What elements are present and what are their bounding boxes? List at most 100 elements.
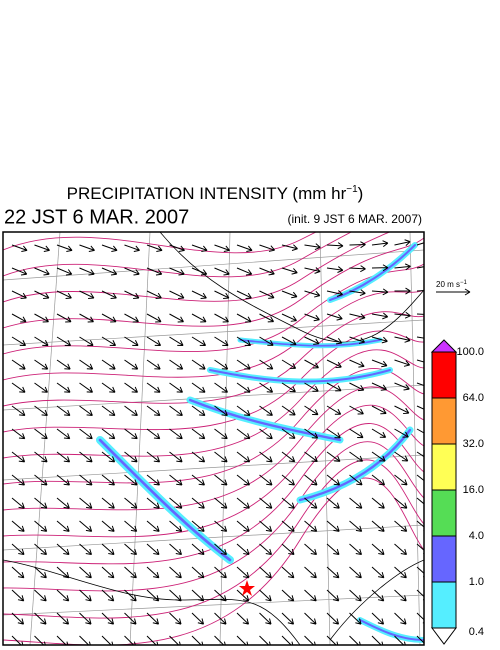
wind-vector: [326, 313, 343, 321]
wind-vector: [34, 589, 47, 602]
wind-vector: [394, 474, 408, 486]
wind-vector: [191, 290, 207, 299]
contour: [3, 404, 424, 538]
wind-vector: [56, 428, 71, 440]
wind-vector: [416, 313, 424, 315]
contour: [3, 232, 391, 303]
wind-vector: [304, 520, 318, 532]
wind-vector: [281, 290, 298, 299]
wind-vector: [34, 336, 49, 346]
wind-vector: [146, 405, 161, 416]
wind-vector: [349, 451, 363, 462]
wind-vector: [349, 612, 362, 625]
wind-vector: [124, 543, 137, 556]
wind-vector: [326, 520, 340, 532]
wind-vector: [281, 451, 296, 463]
wind-vector: [56, 520, 70, 532]
wind-vector: [214, 451, 228, 463]
wind-vector: [416, 405, 424, 410]
wind-vector: [349, 474, 363, 486]
wind-vector: [146, 612, 160, 625]
wind-vector: [169, 290, 185, 299]
wind-vector: [416, 382, 424, 387]
wind-vector: [236, 313, 252, 323]
wind-vector: [259, 267, 275, 276]
wind-vector: [146, 359, 161, 370]
wind-vector: [304, 290, 321, 298]
wind-vector: [326, 405, 342, 415]
wind-vector: [56, 267, 73, 276]
wind-vector: [146, 428, 161, 440]
wind-vector: [214, 382, 228, 393]
wind-vector: [56, 336, 72, 346]
wind-vector: [394, 311, 411, 319]
wind-vector: [236, 566, 250, 579]
wind-vector: [79, 520, 93, 532]
wind-vector: [236, 612, 250, 625]
wind-vector: [191, 359, 206, 370]
wind-vector: [326, 382, 342, 392]
wind-vector: [34, 382, 48, 393]
wind-vector: [349, 241, 366, 249]
wind-vector: [56, 543, 70, 556]
wind-vector: [394, 336, 411, 343]
wind-vector: [371, 240, 389, 248]
wind-vector: [416, 359, 424, 363]
wind-vector: [236, 451, 251, 463]
wind-vector: [259, 244, 276, 252]
wind-vector: [281, 474, 295, 486]
contour: [3, 477, 424, 645]
wind-vector: [56, 497, 70, 509]
wind-vector: [349, 405, 364, 415]
wind-vector: [146, 313, 162, 323]
wind-vector: [146, 497, 160, 509]
wind-vector: [214, 520, 228, 532]
map: [3, 232, 424, 645]
colorbar-segment: [431, 489, 457, 537]
init-time: (init. 9 JST 6 MAR. 2007): [288, 212, 423, 226]
wind-vector: [191, 520, 205, 532]
wind-vector: [259, 451, 273, 463]
wind-vector: [191, 336, 207, 346]
wind-vector: [236, 520, 250, 532]
wind-vector: [11, 359, 26, 370]
wind-vector: [101, 474, 115, 486]
wind-vector: [146, 244, 163, 253]
wind-vector: [169, 474, 183, 486]
wind-vector: [326, 612, 340, 625]
wind-vector: [281, 244, 298, 251]
wind-vector: [101, 520, 115, 532]
wind-vector: [349, 382, 365, 392]
colorbar-segment: [431, 535, 457, 583]
wind-vector: [214, 359, 229, 370]
colorbar-label: 32.0: [463, 438, 484, 450]
wind-vector: [371, 589, 385, 602]
wind-vector: [11, 520, 25, 532]
wind-vector: [11, 382, 26, 393]
wind-vector: [34, 244, 50, 253]
wind-vector: [236, 405, 251, 416]
wind-vector: [326, 543, 340, 556]
precip-light: [296, 426, 414, 504]
wind-vector: [214, 267, 230, 276]
wind-vector: [326, 497, 340, 509]
wind-vector: [371, 405, 387, 415]
wind-vector: [371, 497, 385, 509]
wind-vector: [304, 405, 319, 416]
wind-vector: [191, 313, 207, 323]
location-star: [239, 580, 255, 596]
wind-vector: [34, 313, 49, 323]
wind-vector: [56, 359, 71, 370]
wind-vector: [281, 589, 295, 602]
wind-vector: [371, 451, 386, 462]
wind-vector: [281, 612, 295, 625]
wind-vector: [56, 405, 71, 416]
precip-moderate: [209, 369, 391, 383]
wind-vector: [101, 313, 117, 323]
wind-vector: [281, 566, 295, 579]
wind-vector: [79, 474, 93, 486]
wind-vector: [124, 612, 137, 625]
wind-vector: [214, 336, 229, 346]
wind-vector: [101, 359, 116, 370]
wind-vector: [101, 290, 117, 299]
